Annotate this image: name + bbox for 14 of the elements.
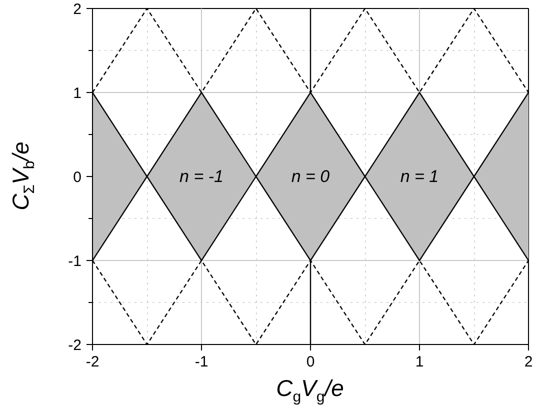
annotation: n = 0 <box>291 167 330 186</box>
x-tick-label: 0 <box>306 354 315 370</box>
y-tick-label: 1 <box>73 85 82 102</box>
x-tick-label: 2 <box>524 354 533 370</box>
y-tick-label: 2 <box>73 1 82 18</box>
x-tick-label: -2 <box>86 354 100 370</box>
x-axis-title: C$_{g}$V$_{g}$/e <box>276 375 344 406</box>
x-tick-label: -1 <box>194 354 208 370</box>
annotation: n = 1 <box>400 167 439 186</box>
annotation: n = -1 <box>180 167 224 186</box>
y-tick-label: -1 <box>68 253 82 270</box>
y-tick-label: -2 <box>68 337 82 354</box>
y-tick-label: 0 <box>73 169 82 186</box>
x-tick-label: 1 <box>415 354 424 370</box>
